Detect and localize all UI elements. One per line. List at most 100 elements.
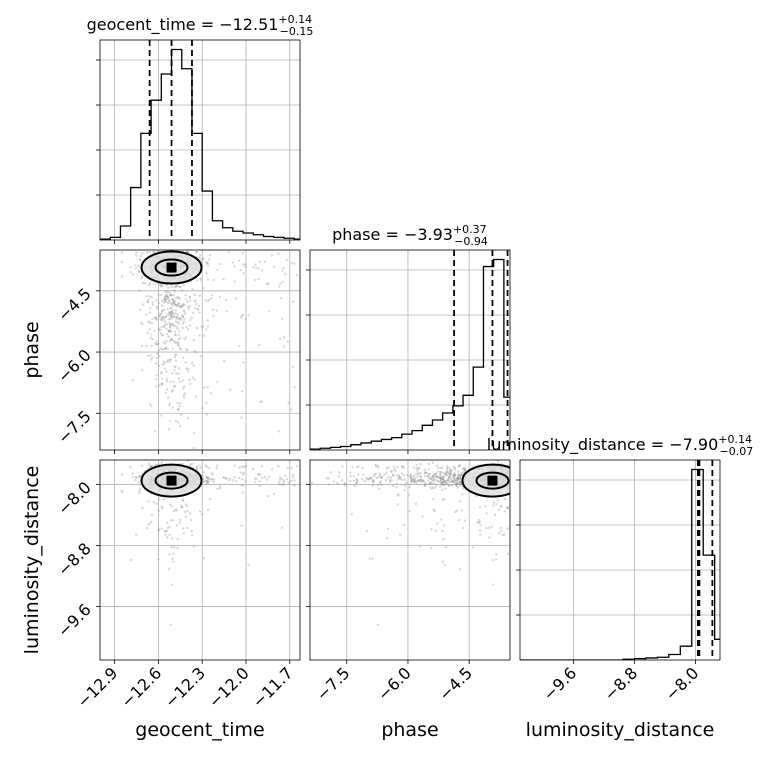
sample-point [135,476,138,480]
sample-point [429,481,433,484]
sample-point [450,480,453,483]
sample-point [161,363,165,366]
sample-point [177,302,181,305]
sample-point [165,327,168,331]
sample-point [176,342,180,345]
sample-point [381,475,384,478]
sample-point [441,482,445,485]
sample-point [205,413,208,416]
sample-point [477,521,481,524]
sample-point [179,286,183,289]
sample-point [189,299,192,302]
sample-point [212,480,215,483]
sample-point [195,279,199,282]
sample-point [479,533,482,536]
sample-point [139,487,142,491]
sample-point [161,309,164,312]
sample-point [177,322,181,325]
sample-point [148,311,152,314]
sample-point [416,471,419,475]
sample-point [199,355,202,358]
sample-point [205,479,208,483]
sample-point [182,309,186,312]
sample-point [202,471,205,474]
sample-point [434,529,438,533]
sample-point [176,321,179,324]
sample-point [453,472,456,475]
sample-point [270,468,274,471]
sample-point [357,473,360,476]
contour-inner [154,471,189,490]
sample-point [206,262,210,265]
sample-point [172,380,176,383]
sample-point [164,300,167,304]
sample-point [163,295,167,298]
sample-point [147,298,150,301]
sample-point [478,520,481,523]
sample-point [409,475,412,478]
sample-point [173,365,176,369]
sample-point [414,477,417,480]
sample-point [506,527,510,530]
sample-point [168,325,172,329]
sample-point [120,473,124,476]
sample-point [210,294,214,297]
sample-point [336,482,339,485]
sample-point [161,333,165,337]
sample-point [170,285,173,288]
sample-point [170,583,174,586]
sample-point [157,528,161,531]
sample-point [148,328,151,331]
sample-point [171,299,175,303]
sample-point [146,300,149,304]
sample-point [281,526,284,529]
sample-point [157,558,160,561]
sample-point [439,476,442,479]
sample-point [451,480,454,483]
sample-point [139,321,143,324]
sample-point [138,474,142,478]
sample-point [459,482,462,486]
sample-point [378,474,382,477]
sample-point [148,465,152,468]
sample-point [370,476,373,480]
sample-point [290,466,294,470]
sample-point [179,336,182,340]
sample-point [379,483,383,487]
sample-point [165,529,168,533]
sample-point [154,317,158,320]
sample-point [277,252,280,256]
sample-point [193,493,196,496]
sample-point [135,251,138,254]
sample-point [449,477,453,481]
sample-point [205,271,208,275]
sample-point [462,467,465,470]
sample-point [433,478,436,481]
sample-point [205,262,209,265]
sample-point [168,318,171,321]
sample-point [143,282,147,285]
sample-point [161,507,164,510]
sample-point [160,334,163,337]
sample-point [441,476,444,480]
sample-point [171,304,174,307]
sample-point [168,312,171,315]
sample-point [169,293,173,297]
sample-point [455,484,458,488]
sample-point [172,301,176,304]
sample-point [398,476,402,479]
sample-point [394,469,397,472]
sample-point [179,317,182,320]
sample-point [189,463,192,466]
sample-point [457,518,461,522]
sample-point [211,308,215,311]
sample-point [157,301,160,305]
sample-point [167,329,170,332]
sample-point [227,478,231,482]
sample-point [216,464,219,467]
sample-point [402,474,406,477]
sample-point [349,479,352,483]
panel-title: geocent_time = −12.51+0.14 −0.15 [87,13,314,38]
sample-point [448,472,451,476]
sample-point [451,475,455,479]
